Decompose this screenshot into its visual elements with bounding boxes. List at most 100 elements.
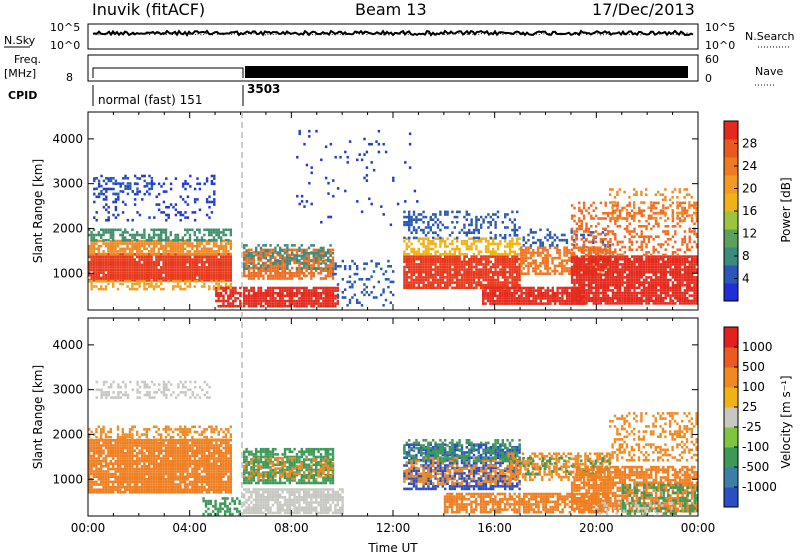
heatmap-cell bbox=[141, 274, 143, 277]
heatmap-cell bbox=[105, 245, 107, 248]
heatmap-cell bbox=[277, 275, 279, 278]
heatmap-cell bbox=[119, 248, 121, 251]
heatmap-cell bbox=[170, 203, 172, 206]
heatmap-cell bbox=[184, 229, 186, 232]
heatmap-cell bbox=[631, 248, 633, 251]
heatmap-cell bbox=[561, 272, 563, 275]
heatmap-cell bbox=[583, 261, 585, 264]
heatmap-cell bbox=[504, 226, 506, 229]
heatmap-cell bbox=[480, 240, 482, 243]
heatmap-cell bbox=[537, 239, 539, 242]
heatmap-cell bbox=[410, 268, 412, 271]
heatmap-cell bbox=[177, 285, 179, 288]
heatmap-cell bbox=[525, 295, 527, 298]
heatmap-cell bbox=[112, 231, 114, 234]
heatmap-cell bbox=[265, 292, 267, 295]
heatmap-cell bbox=[609, 217, 611, 220]
heatmap-cell bbox=[499, 281, 501, 284]
heatmap-cell bbox=[439, 284, 441, 287]
heatmap-cell bbox=[585, 294, 587, 297]
heatmap-cell bbox=[177, 253, 179, 256]
heatmap-cell bbox=[213, 201, 215, 204]
heatmap-cell bbox=[172, 269, 174, 272]
heatmap-cell bbox=[179, 264, 181, 267]
heatmap-cell bbox=[100, 245, 102, 248]
heatmap-cell bbox=[585, 254, 587, 257]
heatmap-cell bbox=[573, 294, 575, 297]
heatmap-cell bbox=[182, 271, 184, 274]
heatmap-cell bbox=[122, 277, 124, 280]
heatmap-cell bbox=[239, 287, 241, 290]
heatmap-cell bbox=[143, 280, 145, 283]
heatmap-cell bbox=[578, 263, 580, 266]
heatmap-cell bbox=[597, 276, 599, 279]
heatmap-cell bbox=[439, 245, 441, 248]
heatmap-cell bbox=[641, 292, 643, 295]
heatmap-cell bbox=[93, 248, 95, 251]
heatmap-cell bbox=[497, 279, 499, 282]
heatmap-cell bbox=[576, 255, 578, 258]
heatmap-cell bbox=[506, 281, 508, 284]
heatmap-cell bbox=[201, 256, 203, 259]
heatmap-cell bbox=[693, 287, 695, 290]
heatmap-cell bbox=[487, 274, 489, 277]
heatmap-cell bbox=[218, 229, 220, 232]
heatmap-cell bbox=[248, 300, 250, 303]
heatmap-cell bbox=[230, 277, 232, 280]
heatmap-cell bbox=[600, 258, 602, 261]
heatmap-cell bbox=[310, 252, 312, 255]
heatmap-cell bbox=[434, 216, 436, 219]
heatmap-cell bbox=[492, 292, 494, 295]
heatmap-cell bbox=[624, 266, 626, 269]
heatmap-cell bbox=[614, 287, 616, 290]
heatmap-cell bbox=[463, 226, 465, 229]
heatmap-cell bbox=[681, 268, 683, 271]
heatmap-cell bbox=[301, 262, 303, 265]
heatmap-cell bbox=[444, 253, 446, 256]
heatmap-cell bbox=[98, 193, 100, 196]
heatmap-cell bbox=[392, 270, 394, 273]
heatmap-cell bbox=[446, 226, 448, 229]
heatmap-cell bbox=[269, 262, 271, 265]
heatmap-cell bbox=[250, 257, 252, 260]
heatmap-cell bbox=[334, 289, 336, 292]
heatmap-cell bbox=[222, 250, 224, 253]
heatmap-cell bbox=[206, 253, 208, 256]
heatmap-cell bbox=[390, 281, 392, 284]
heatmap-cell bbox=[415, 268, 417, 271]
heatmap-cell bbox=[320, 305, 322, 308]
heatmap-cell bbox=[210, 250, 212, 253]
heatmap-cell bbox=[425, 245, 427, 248]
heatmap-cell bbox=[655, 300, 657, 303]
heatmap-cell bbox=[578, 249, 580, 252]
heatmap-cell bbox=[210, 274, 212, 277]
heatmap-cell bbox=[95, 256, 97, 259]
heatmap-cell bbox=[129, 253, 131, 256]
heatmap-cell bbox=[107, 261, 109, 264]
heatmap-cell bbox=[612, 276, 614, 279]
heatmap-cell bbox=[305, 302, 307, 305]
heatmap-cell bbox=[122, 256, 124, 259]
heatmap-cell bbox=[413, 255, 415, 258]
heatmap-cell bbox=[665, 297, 667, 300]
heatmap-cell bbox=[248, 305, 250, 308]
heatmap-cell bbox=[609, 274, 611, 277]
heatmap-cell bbox=[442, 279, 444, 282]
heatmap-cell bbox=[605, 274, 607, 277]
heatmap-cell bbox=[189, 271, 191, 274]
heatmap-cell bbox=[631, 241, 633, 244]
heatmap-cell bbox=[693, 289, 695, 292]
heatmap-cell bbox=[669, 261, 671, 264]
heatmap-cell bbox=[153, 264, 155, 267]
heatmap-cell bbox=[439, 253, 441, 256]
heatmap-cell bbox=[410, 279, 412, 282]
heatmap-cell bbox=[614, 281, 616, 284]
heatmap-cell bbox=[549, 297, 551, 300]
heatmap-cell bbox=[454, 216, 456, 219]
heatmap-cell bbox=[475, 281, 477, 284]
heatmap-cell bbox=[516, 271, 518, 274]
heatmap-cell bbox=[117, 264, 119, 267]
heatmap-cell bbox=[162, 245, 164, 248]
heatmap-cell bbox=[422, 263, 424, 266]
heatmap-cell bbox=[189, 269, 191, 272]
